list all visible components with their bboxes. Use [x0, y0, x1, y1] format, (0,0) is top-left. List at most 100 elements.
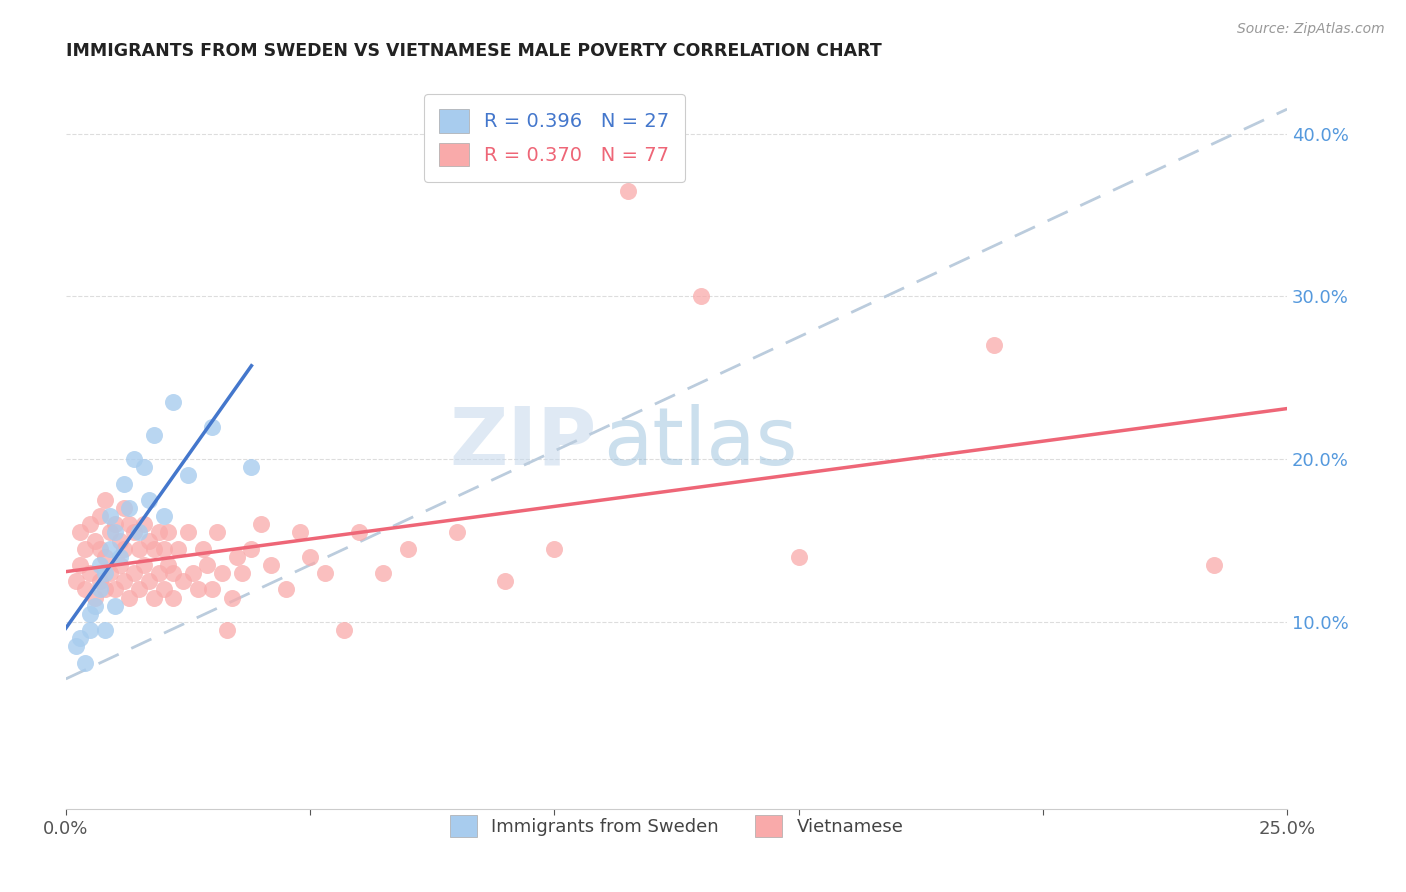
Point	[152, 509, 174, 524]
Point	[142, 427, 165, 442]
Point	[94, 623, 117, 637]
Point	[148, 566, 170, 580]
Point	[122, 525, 145, 540]
Point	[84, 599, 107, 613]
Point	[75, 541, 97, 556]
Point	[211, 566, 233, 580]
Point	[152, 582, 174, 597]
Point	[98, 509, 121, 524]
Text: ZIP: ZIP	[450, 404, 598, 482]
Point	[446, 525, 468, 540]
Point	[84, 591, 107, 605]
Point	[69, 525, 91, 540]
Point	[689, 289, 711, 303]
Point	[373, 566, 395, 580]
Point	[240, 541, 263, 556]
Point	[201, 419, 224, 434]
Point	[94, 492, 117, 507]
Point	[118, 500, 141, 515]
Point	[84, 533, 107, 548]
Point	[104, 599, 127, 613]
Point	[138, 533, 160, 548]
Point	[177, 468, 200, 483]
Point	[172, 574, 194, 589]
Point	[104, 525, 127, 540]
Point	[112, 574, 135, 589]
Point	[89, 509, 111, 524]
Point	[396, 541, 419, 556]
Point	[207, 525, 229, 540]
Point	[142, 591, 165, 605]
Point	[108, 533, 131, 548]
Point	[181, 566, 204, 580]
Point	[152, 541, 174, 556]
Point	[197, 558, 219, 572]
Point	[104, 582, 127, 597]
Point	[225, 549, 247, 564]
Point	[333, 623, 356, 637]
Point	[162, 566, 184, 580]
Point	[299, 549, 322, 564]
Point	[69, 558, 91, 572]
Point	[543, 541, 565, 556]
Point	[69, 631, 91, 645]
Point	[132, 558, 155, 572]
Point	[65, 574, 87, 589]
Point	[215, 623, 238, 637]
Point	[1202, 558, 1225, 572]
Point	[98, 525, 121, 540]
Point	[122, 566, 145, 580]
Point	[162, 591, 184, 605]
Point	[118, 591, 141, 605]
Point	[65, 640, 87, 654]
Point	[89, 541, 111, 556]
Point	[79, 517, 101, 532]
Point	[75, 656, 97, 670]
Point	[221, 591, 243, 605]
Point	[138, 492, 160, 507]
Point	[108, 558, 131, 572]
Point	[260, 558, 283, 572]
Point	[118, 517, 141, 532]
Point	[79, 623, 101, 637]
Point	[98, 541, 121, 556]
Point	[495, 574, 517, 589]
Point	[108, 549, 131, 564]
Point	[112, 500, 135, 515]
Point	[290, 525, 312, 540]
Point	[177, 525, 200, 540]
Text: atlas: atlas	[603, 404, 797, 482]
Point	[274, 582, 297, 597]
Point	[128, 582, 150, 597]
Point	[162, 395, 184, 409]
Point	[79, 607, 101, 621]
Point	[132, 460, 155, 475]
Point	[79, 566, 101, 580]
Point	[616, 184, 638, 198]
Point	[98, 566, 121, 580]
Point	[138, 574, 160, 589]
Point	[112, 541, 135, 556]
Legend: Immigrants from Sweden, Vietnamese: Immigrants from Sweden, Vietnamese	[443, 807, 911, 844]
Point	[94, 549, 117, 564]
Point	[347, 525, 370, 540]
Point	[231, 566, 253, 580]
Point	[89, 558, 111, 572]
Point	[157, 558, 180, 572]
Point	[94, 582, 117, 597]
Point	[142, 541, 165, 556]
Point	[132, 517, 155, 532]
Point	[112, 476, 135, 491]
Point	[89, 574, 111, 589]
Point	[122, 452, 145, 467]
Point	[148, 525, 170, 540]
Point	[94, 566, 117, 580]
Point	[201, 582, 224, 597]
Point	[983, 338, 1005, 352]
Point	[250, 517, 273, 532]
Point	[240, 460, 263, 475]
Point	[128, 541, 150, 556]
Point	[187, 582, 209, 597]
Point	[787, 549, 810, 564]
Text: IMMIGRANTS FROM SWEDEN VS VIETNAMESE MALE POVERTY CORRELATION CHART: IMMIGRANTS FROM SWEDEN VS VIETNAMESE MAL…	[66, 42, 882, 60]
